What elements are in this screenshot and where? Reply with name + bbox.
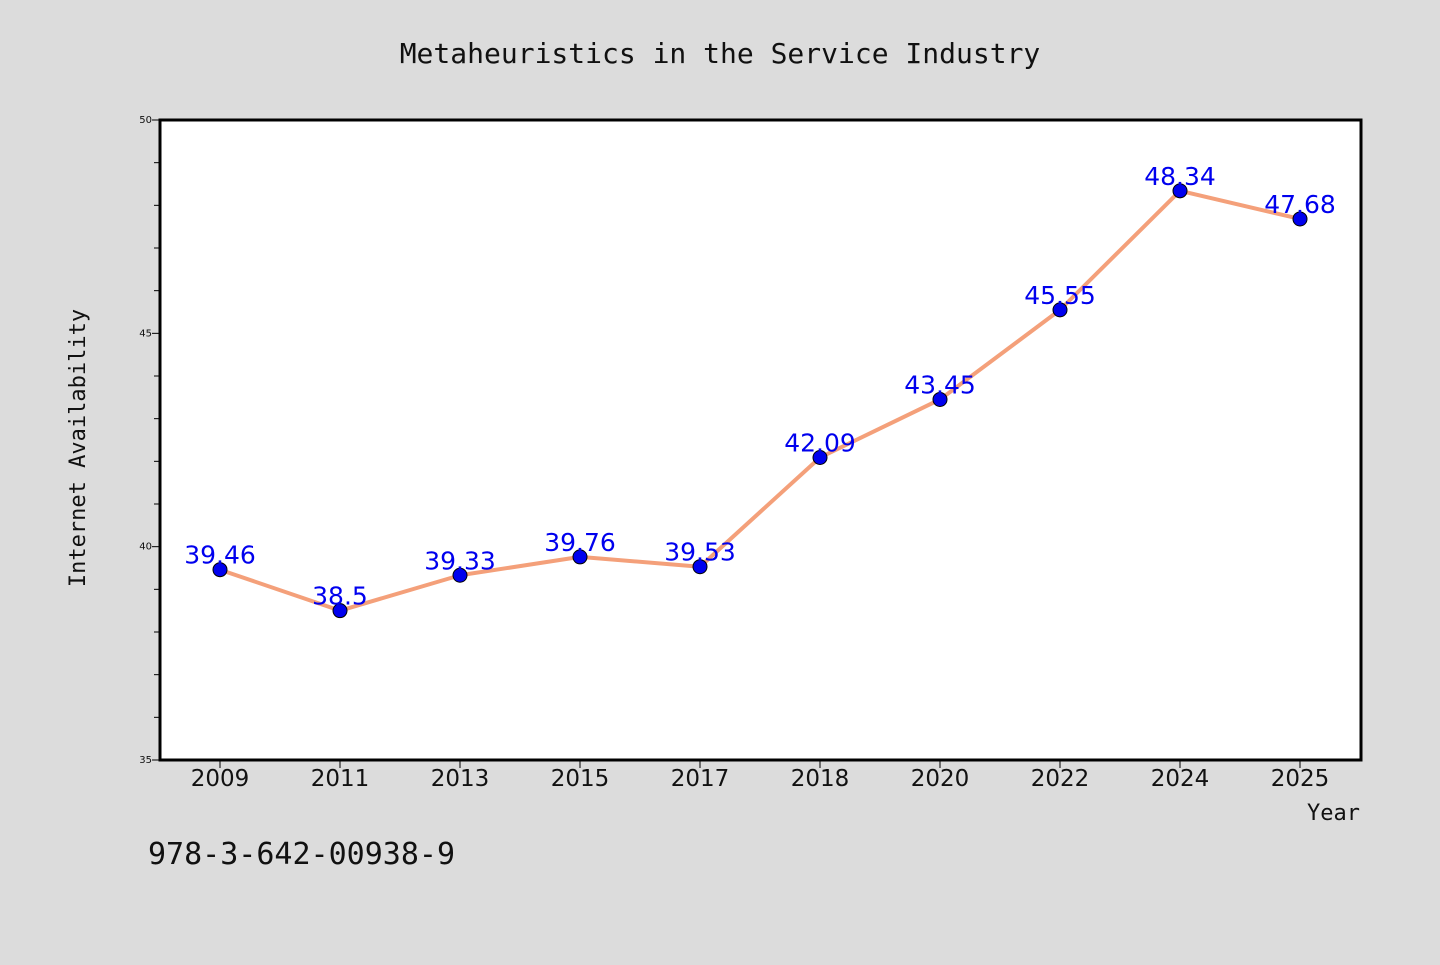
data-label: 45.55 [1024,281,1096,310]
data-label: 38.5 [312,582,368,611]
data-label: 39.33 [424,546,496,575]
data-label: 47.68 [1264,190,1336,219]
x-tick-label: 2018 [791,766,850,792]
x-tick-label: 2017 [671,766,730,792]
data-point [452,567,468,583]
data-label: 39.46 [184,541,256,570]
x-tick-label: 2020 [911,766,970,792]
x-tick-label: 2022 [1031,766,1090,792]
chart-title: Metaheuristics in the Service Industry [400,37,1041,70]
x-tick-label: 2009 [191,766,250,792]
data-label: 43.45 [904,370,976,399]
data-point [332,603,348,619]
data-point [812,449,828,465]
data-label: 42.09 [784,428,856,457]
data-point [572,549,588,565]
x-tick-label: 2024 [1151,766,1210,792]
data-point [932,391,948,407]
data-label: 39.53 [664,538,736,567]
isbn-annotation: 978-3-642-00938-9 [148,837,455,872]
y-axis-label: Internet Availability [66,309,91,587]
data-point [212,562,228,578]
x-tick-label: 2011 [311,766,370,792]
y-tick-label: 45 [139,328,152,339]
data-point [1052,302,1068,318]
y-tick-label: 35 [139,755,152,766]
data-point [692,559,708,575]
series-layer: 39.46 38.5 39.33 39.76 39.53 42.09 43.45 45.55 4… [184,162,1336,619]
y-tick-label: 50 [139,115,152,126]
y-tick-label: 40 [139,542,152,553]
series-line [218,188,1302,613]
plot-area [158,118,1363,762]
data-point [1292,211,1308,227]
data-label: 39.76 [544,528,616,557]
data-point [1172,183,1188,199]
data-label: 48.34 [1144,162,1216,191]
x-tick-label: 2013 [431,766,490,792]
y-axis: 35 40 45 50 [139,115,160,766]
x-axis-label: Year [1307,801,1360,826]
x-tick-label: 2025 [1271,766,1330,792]
x-tick-label: 2015 [551,766,610,792]
x-axis: 2009 2011 2013 2015 2017 2018 2020 2022 2024 2025 [191,760,1330,792]
